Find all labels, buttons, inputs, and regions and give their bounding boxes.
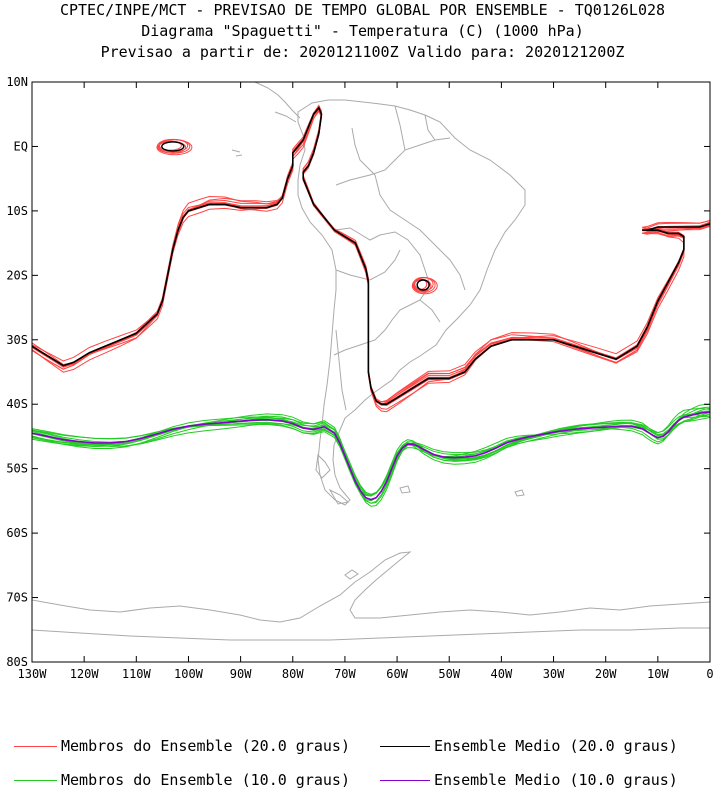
y-tick-label-2: 10S — [6, 204, 28, 218]
y-tick-label-4: 30S — [6, 333, 28, 347]
x-tick-label-4: 90W — [230, 667, 252, 681]
member-line-10-9 — [32, 413, 710, 496]
plot-frame — [31, 81, 711, 663]
y-tick-label-3: 20S — [6, 268, 28, 282]
x-tick-label-0: 130W — [18, 667, 48, 681]
chart-subtitle: Diagrama "Spaguetti" - Temperatura (C) (… — [141, 22, 584, 40]
y-tick-label-0: 10N — [6, 75, 28, 89]
y-tick-label-9: 80S — [6, 655, 28, 669]
axes: 130W 120W 110W 100W 90W 80W 70W 60W 50W 40W 30W 20W… — [6, 75, 713, 681]
closed-contours — [156, 138, 438, 295]
legend-swatch-members-20 — [14, 745, 57, 747]
x-tick-label-12: 10W — [647, 667, 669, 681]
y-tick-label-1: EQ — [14, 139, 28, 153]
legend-row-1: Membros do Ensemble (20.0 graus) Ensembl… — [0, 735, 725, 757]
legend-item-mean-10: Ensemble Medio (10.0 graus) — [380, 769, 678, 791]
coastline-map — [32, 82, 710, 641]
closed-contour-1-5 — [411, 277, 438, 295]
x-tick-label-1: 120W — [70, 667, 100, 681]
chart-title: CPTEC/INPE/MCT - PREVISAO DE TEMPO GLOBA… — [59, 1, 666, 19]
member-line-20-4 — [32, 108, 710, 403]
mean-line-20 — [32, 106, 710, 406]
legend-label-members-20: Membros do Ensemble (20.0 graus) — [61, 737, 350, 755]
legend-item-members-10: Membros do Ensemble (10.0 graus) — [14, 769, 350, 791]
x-tick-label-5: 80W — [282, 667, 304, 681]
legend-item-mean-20: Ensemble Medio (20.0 graus) — [380, 735, 678, 757]
member-line-20-5 — [32, 109, 710, 413]
legend-row-2: Membros do Ensemble (10.0 graus) Ensembl… — [0, 769, 725, 791]
member-line-20-9 — [32, 106, 710, 405]
x-tick-label-13: 0 — [706, 667, 713, 681]
plot-area: 130W 120W 110W 100W 90W 80W 70W 60W 50W 40W 30W 20W… — [6, 75, 713, 681]
chart-subtitle-dates: Previsao a partir de: 2020121100Z Valido… — [100, 43, 625, 61]
legend-swatch-mean-20 — [380, 745, 430, 747]
legend-item-members-20: Membros do Ensemble (20.0 graus) — [14, 735, 350, 757]
x-tick-label-6: 70W — [334, 667, 356, 681]
closed-contour-0-5 — [156, 139, 193, 156]
x-tick-label-7: 60W — [386, 667, 408, 681]
chart-titles: CPTEC/INPE/MCT - PREVISAO DE TEMPO GLOBA… — [0, 0, 725, 63]
closed-contour-mean-1 — [416, 279, 430, 291]
member-line-20-6 — [32, 104, 710, 405]
legend-swatch-members-10 — [14, 779, 57, 781]
legend-label-members-10: Membros do Ensemble (10.0 graus) — [61, 771, 350, 789]
ensemble-members — [32, 104, 710, 507]
x-tick-label-8: 50W — [438, 667, 460, 681]
x-tick-label-2: 110W — [122, 667, 152, 681]
ensemble-means — [32, 106, 710, 501]
member-line-20-10 — [32, 107, 710, 403]
member-line-10-8 — [32, 404, 710, 507]
legend-label-mean-20: Ensemble Medio (20.0 graus) — [434, 737, 678, 755]
member-line-20-3 — [32, 106, 710, 410]
y-tick-label-6: 50S — [6, 462, 28, 476]
closed-contour-mean-0 — [161, 141, 185, 152]
legend-label-mean-10: Ensemble Medio (10.0 graus) — [434, 771, 678, 789]
mean-line-10 — [32, 411, 710, 501]
y-tick-label-5: 40S — [6, 397, 28, 411]
x-tick-label-11: 20W — [595, 667, 617, 681]
x-tick-label-10: 30W — [543, 667, 565, 681]
y-tick-label-8: 70S — [6, 591, 28, 605]
legend-swatch-mean-10 — [380, 779, 430, 781]
member-line-20-8 — [32, 110, 710, 403]
y-tick-label-7: 60S — [6, 526, 28, 540]
x-tick-label-3: 100W — [174, 667, 204, 681]
x-tick-label-9: 40W — [491, 667, 513, 681]
